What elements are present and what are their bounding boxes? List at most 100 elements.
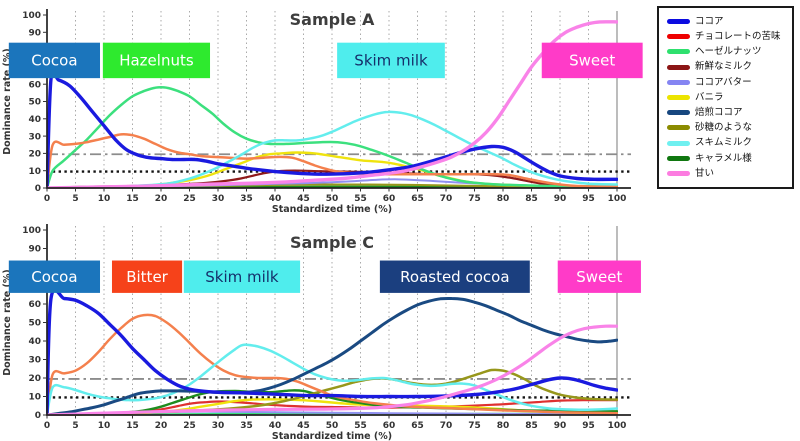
legend-label-sweet: 甘い — [695, 167, 715, 179]
x-tick-label: 40 — [269, 421, 282, 431]
x-tick-label: 95 — [582, 194, 595, 204]
y-tick-label: 90 — [28, 29, 41, 39]
x-tick-label: 85 — [525, 421, 538, 431]
legend-item-chocolate-bitterness: チョコレートの苦味 — [667, 30, 788, 43]
x-tick-label: 0 — [44, 421, 50, 431]
x-tick-label: 30 — [212, 421, 225, 431]
label-box-sweet — [541, 42, 643, 79]
series-line-skim-milk — [46, 343, 618, 416]
y-tick-label: 100 — [22, 226, 41, 236]
x-tick-label: 35 — [240, 421, 253, 431]
legend-item-roasted-cocoa: 焙煎ココア — [667, 106, 788, 119]
legend-label-chocolate-bitterness: チョコレートの苦味 — [695, 31, 781, 43]
legend-label-caramel-like: キャラメル様 — [695, 152, 752, 164]
label-box-text-bitter: Bitter — [126, 268, 168, 286]
x-tick-label: 75 — [468, 421, 481, 431]
series-line-cocoa — [46, 288, 618, 416]
y-tick-label: 20 — [28, 374, 41, 384]
x-tick-label: 45 — [297, 194, 310, 204]
y-tick-label: 30 — [28, 132, 41, 142]
x-tick-label: 95 — [582, 421, 595, 431]
legend-label-vanilla: バニラ — [695, 91, 724, 103]
legend-swatch-vanilla — [667, 95, 690, 101]
x-axis-title: Standardized time (%) — [272, 204, 392, 215]
x-tick-label: 70 — [440, 194, 453, 204]
x-tick-label: 50 — [326, 194, 339, 204]
label-box-hazelnuts — [102, 42, 211, 79]
y-axis-title: Dominance rate (%) — [2, 48, 13, 154]
label-box-text-sweet: Sweet — [576, 268, 622, 286]
x-tick-label: 45 — [297, 421, 310, 431]
x-tick-label: 50 — [326, 421, 339, 431]
legend-label-hazelnuts: ヘーゼルナッツ — [695, 46, 762, 58]
legend-swatch-cocoa-butter — [667, 79, 690, 85]
series-line-sweet — [46, 324, 618, 416]
x-tick-label: 5 — [72, 421, 78, 431]
label-box-skim-milk — [183, 260, 301, 293]
legend-label-fresh-milk: 新鮮なミルク — [695, 61, 753, 73]
y-tick-label: 0 — [35, 411, 41, 421]
series-line-sweet — [46, 20, 618, 189]
label-box-bitter — [111, 260, 183, 293]
y-tick-label: 10 — [28, 167, 41, 177]
y-tick-label: 60 — [28, 300, 41, 310]
series-line-roasted-cocoa — [46, 296, 618, 416]
legend-item-sweet: 甘い — [667, 167, 788, 180]
chart-sample-a-svg: 0 5 10 15 20 25 30 35 40 45 50 55 60 65 70 75 80 85 90 95 10… — [2, 9, 643, 215]
label-box-cocoa — [8, 42, 101, 79]
legend-label-cocoa-butter: ココアバター — [695, 76, 752, 88]
y-tick-label: 20 — [28, 150, 41, 160]
x-tick-label: 55 — [354, 421, 367, 431]
x-tick-label: 30 — [212, 194, 225, 204]
x-tick-label: 65 — [411, 421, 424, 431]
label-box-text-roasted-cocoa: Roasted cocoa — [400, 268, 509, 286]
legend-swatch-fresh-milk — [667, 64, 690, 70]
y-tick-label: 50 — [28, 319, 41, 329]
x-tick-label: 25 — [183, 421, 196, 431]
legend-swatch-skim-milk — [667, 140, 690, 146]
series-line-cocoa — [46, 69, 618, 189]
x-tick-label: 90 — [554, 194, 567, 204]
legend-swatch-sweet — [667, 170, 690, 176]
chart-title-sample-a: Sample A — [290, 10, 375, 29]
legend-item-cocoa-butter: ココアバター — [667, 76, 788, 89]
legend-swatch-chocolate-bitterness — [667, 34, 690, 40]
label-box-text-sweet: Sweet — [569, 52, 615, 70]
x-tick-label: 20 — [155, 421, 168, 431]
x-tick-label: 5 — [72, 194, 78, 204]
x-tick-label: 15 — [126, 194, 139, 204]
x-tick-label: 55 — [354, 194, 367, 204]
label-box-skim-milk — [337, 42, 445, 79]
series-line-chocolate-bitterness — [46, 313, 618, 416]
x-tick-label: 60 — [383, 421, 396, 431]
x-tick-label: 60 — [383, 194, 396, 204]
y-tick-label: 0 — [35, 184, 41, 194]
y-tick-label: 50 — [28, 98, 41, 108]
legend-item-hazelnuts: ヘーゼルナッツ — [667, 45, 788, 58]
x-tick-label: 90 — [554, 421, 567, 431]
legend-item-vanilla: バニラ — [667, 91, 788, 104]
y-tick-label: 30 — [28, 356, 41, 366]
y-tick-label: 90 — [28, 245, 41, 255]
chart-title-sample-c: Sample C — [290, 233, 374, 252]
legend-swatch-roasted-cocoa — [667, 110, 690, 116]
legend-item-sugar-like: 砂糖のような — [667, 121, 788, 134]
x-tick-label: 75 — [468, 194, 481, 204]
label-box-text-skim-milk: Skim milk — [354, 52, 428, 70]
legend-swatch-sugar-like — [667, 125, 690, 131]
y-axis-title: Dominance rate (%) — [2, 269, 13, 375]
label-box-text-cocoa: Cocoa — [31, 52, 77, 70]
label-box-text-hazelnuts: Hazelnuts — [119, 52, 194, 70]
x-tick-label: 100 — [608, 421, 627, 431]
legend-item-caramel-like: キャラメル様 — [667, 152, 788, 165]
legend-swatch-hazelnuts — [667, 49, 690, 55]
legend-label-skim-milk: スキムミルク — [695, 137, 753, 149]
label-box-cocoa — [8, 260, 101, 293]
legend-item-cocoa: ココア — [667, 15, 788, 28]
series-line-chocolate-bitterness — [46, 133, 618, 189]
y-tick-label: 40 — [28, 337, 41, 347]
x-tick-label: 25 — [183, 194, 196, 204]
x-axis-title: Standardized time (%) — [272, 431, 392, 441]
x-tick-label: 65 — [411, 194, 424, 204]
